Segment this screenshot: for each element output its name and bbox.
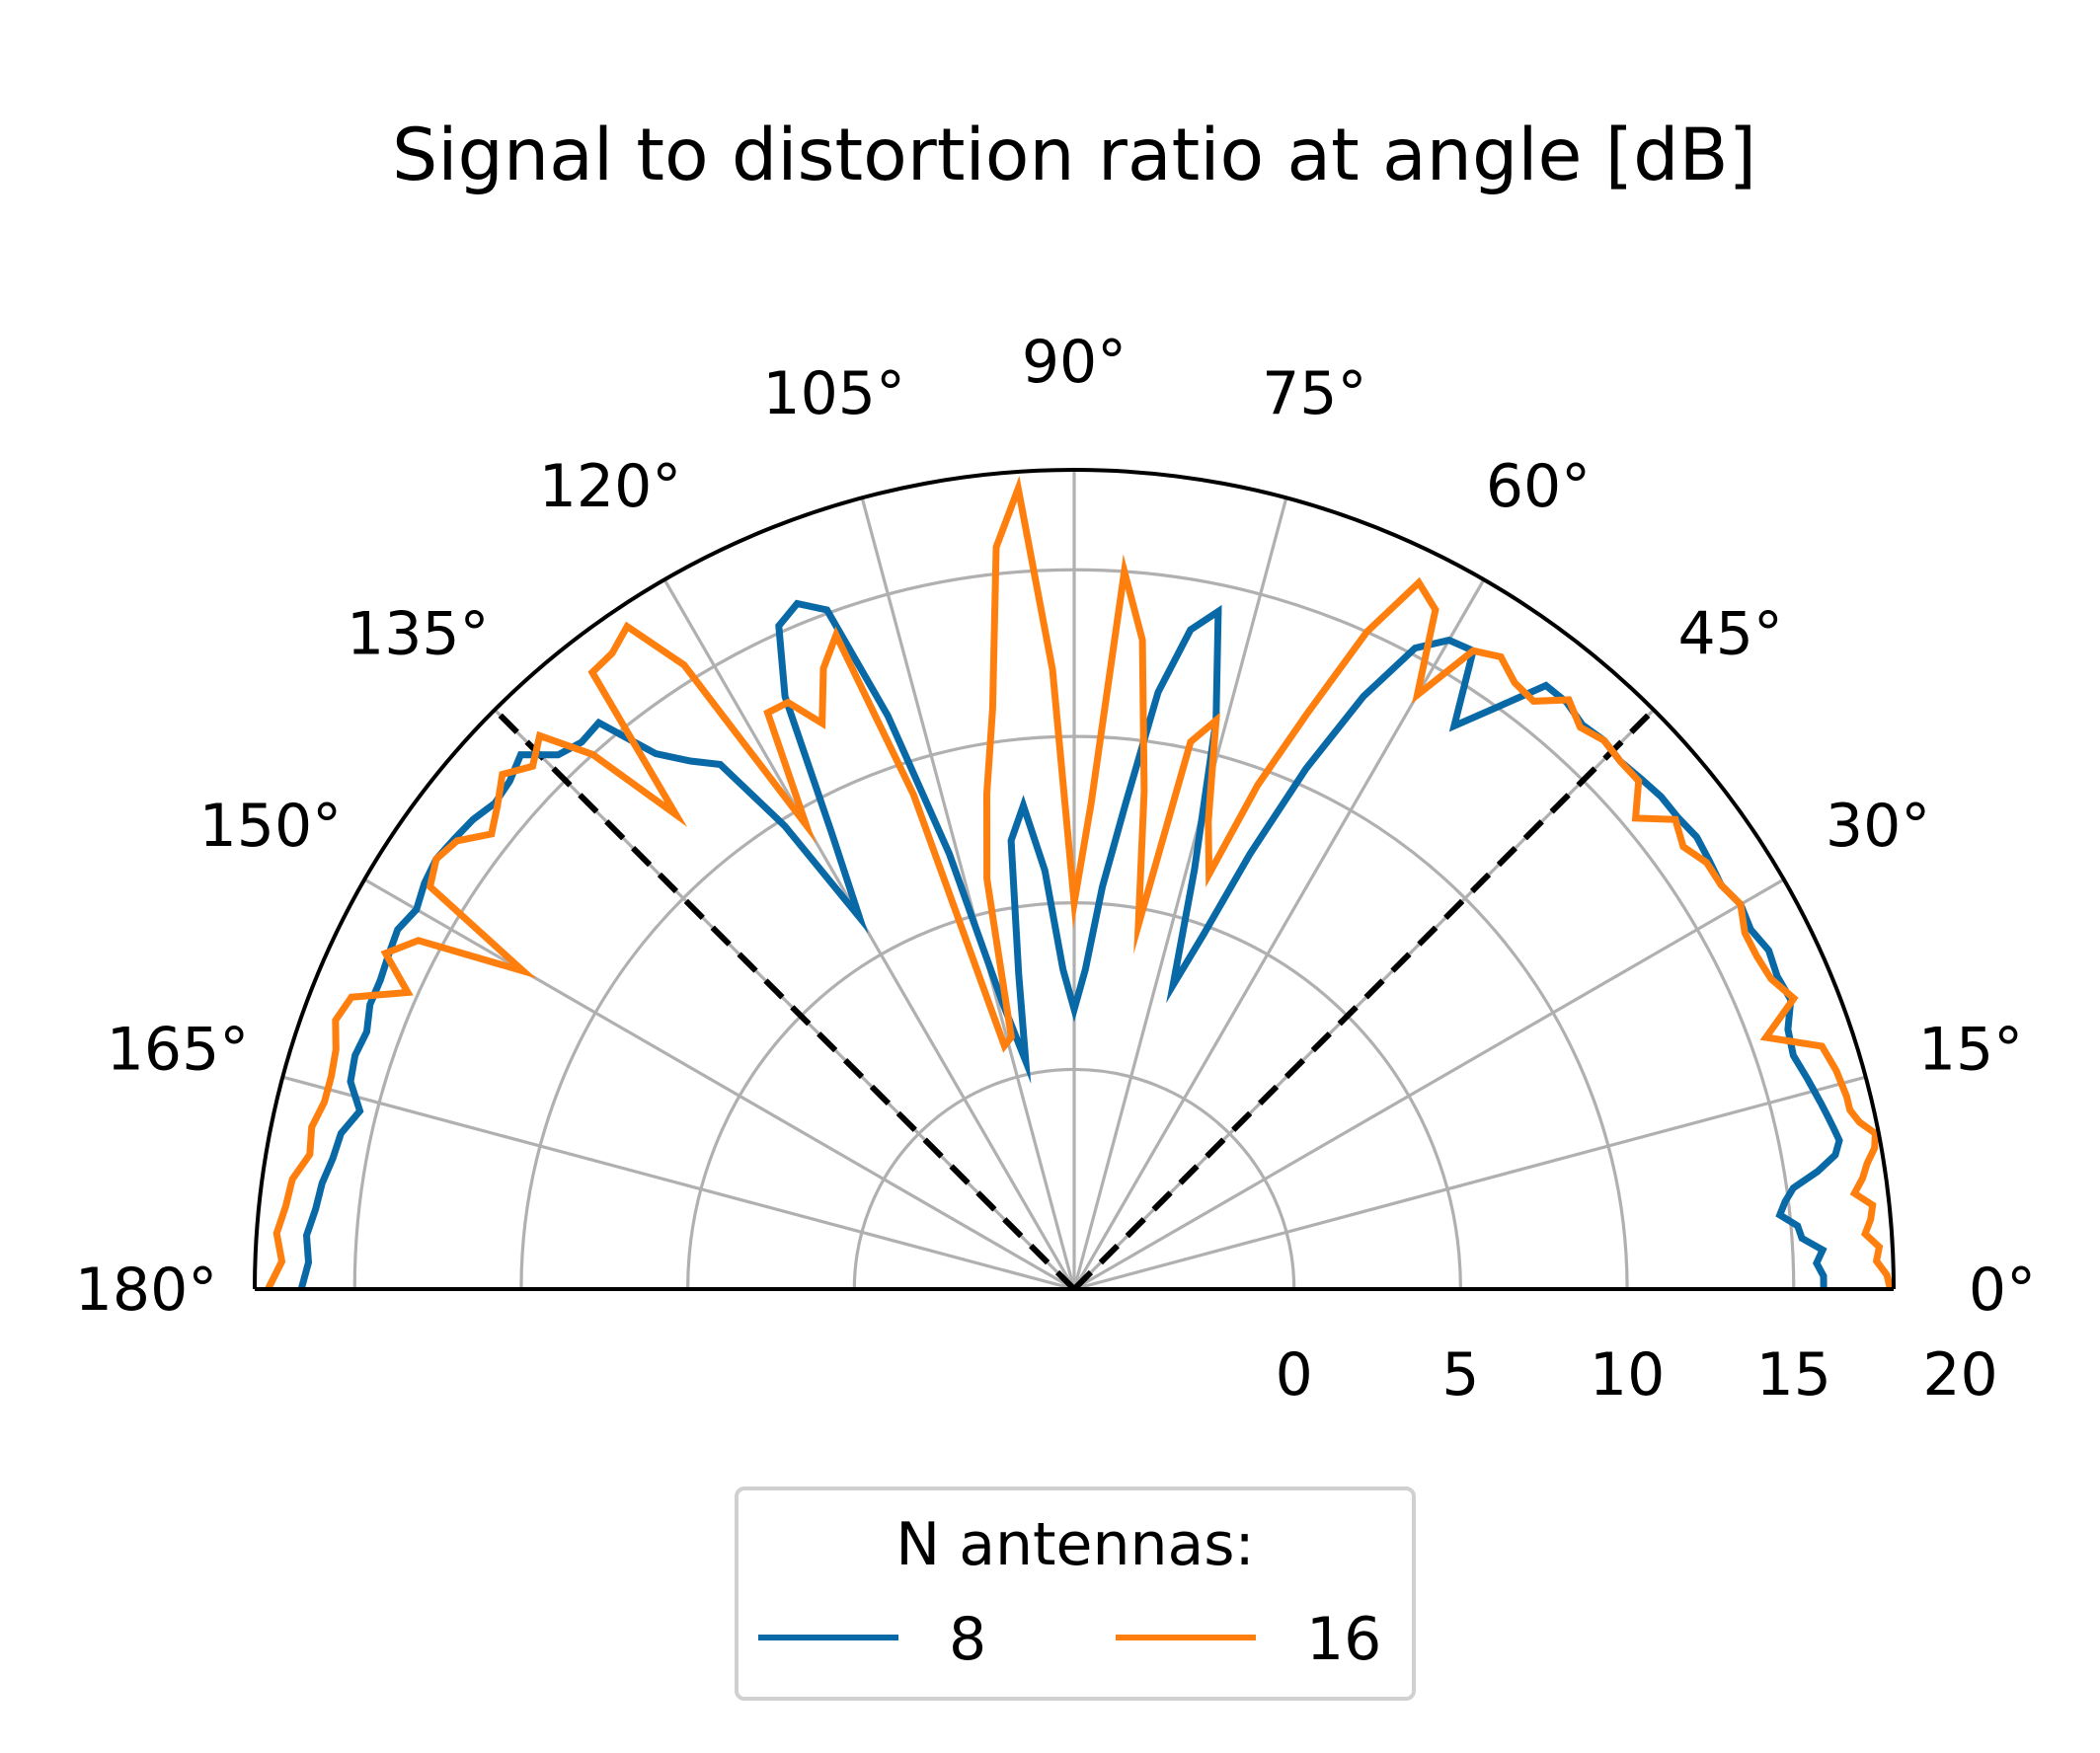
legend-label-8: 8 (949, 1605, 986, 1674)
angle-tick-label-75: 75° (1262, 359, 1366, 428)
grid-spoke-165 (281, 1075, 1075, 1291)
grid-spoke-30 (1073, 877, 1785, 1291)
angle-tick-label-165: 165° (107, 1016, 250, 1085)
radius-tick-label-15: 15 (1756, 1340, 1831, 1410)
angle-tick-label-105: 105° (762, 359, 905, 428)
reference-dashed-lines (492, 707, 1657, 1292)
angle-tick-label-120: 120° (539, 452, 682, 521)
grid-spoke-120 (662, 578, 1076, 1290)
radius-tick-label-5: 5 (1441, 1340, 1479, 1410)
grid-spoke-150 (363, 877, 1075, 1291)
angle-tick-label-90: 90° (1022, 328, 1127, 397)
angle-tick-label-0: 0° (1969, 1256, 2036, 1325)
grid-spoke-15 (1073, 1075, 1867, 1291)
series-lines (265, 475, 1895, 1291)
grid-spoke-105 (860, 496, 1076, 1290)
chart-title: Signal to distortion ratio at angle [dB] (392, 114, 1756, 197)
angle-tick-label-45: 45° (1678, 599, 1783, 668)
legend-title: N antennas: (895, 1510, 1255, 1579)
legend-label-16: 16 (1306, 1605, 1381, 1674)
radius-tick-label-0: 0 (1276, 1340, 1313, 1410)
angle-tick-label-60: 60° (1486, 452, 1591, 521)
angle-tick-label-180: 180° (75, 1256, 218, 1325)
polar-outline (253, 468, 1896, 1291)
series-line-16 (265, 475, 1895, 1291)
angle-tick-labels: 0° 15° 30° 45° 60° 75° 90° 105° 120° 135° 150° 165°… (75, 328, 2036, 1325)
angular-grid-spokes (281, 470, 1867, 1291)
polar-frame (253, 468, 1896, 1291)
radius-tick-labels: 0 5 10 15 20 (1276, 1340, 1998, 1410)
angle-tick-label-150: 150° (199, 792, 343, 861)
radius-tick-label-10: 10 (1590, 1340, 1665, 1410)
angle-tick-label-30: 30° (1826, 792, 1930, 861)
reference-line-45 (1071, 707, 1657, 1292)
legend: N antennas: 8 16 (735, 1486, 1416, 1701)
radius-tick-label-20: 20 (1922, 1340, 1997, 1410)
grid-spoke-75 (1072, 496, 1288, 1290)
angle-tick-label-15: 15° (1918, 1016, 2023, 1085)
angle-tick-label-135: 135° (347, 599, 490, 668)
reference-line-135 (492, 707, 1077, 1292)
legend-box (735, 1486, 1416, 1701)
